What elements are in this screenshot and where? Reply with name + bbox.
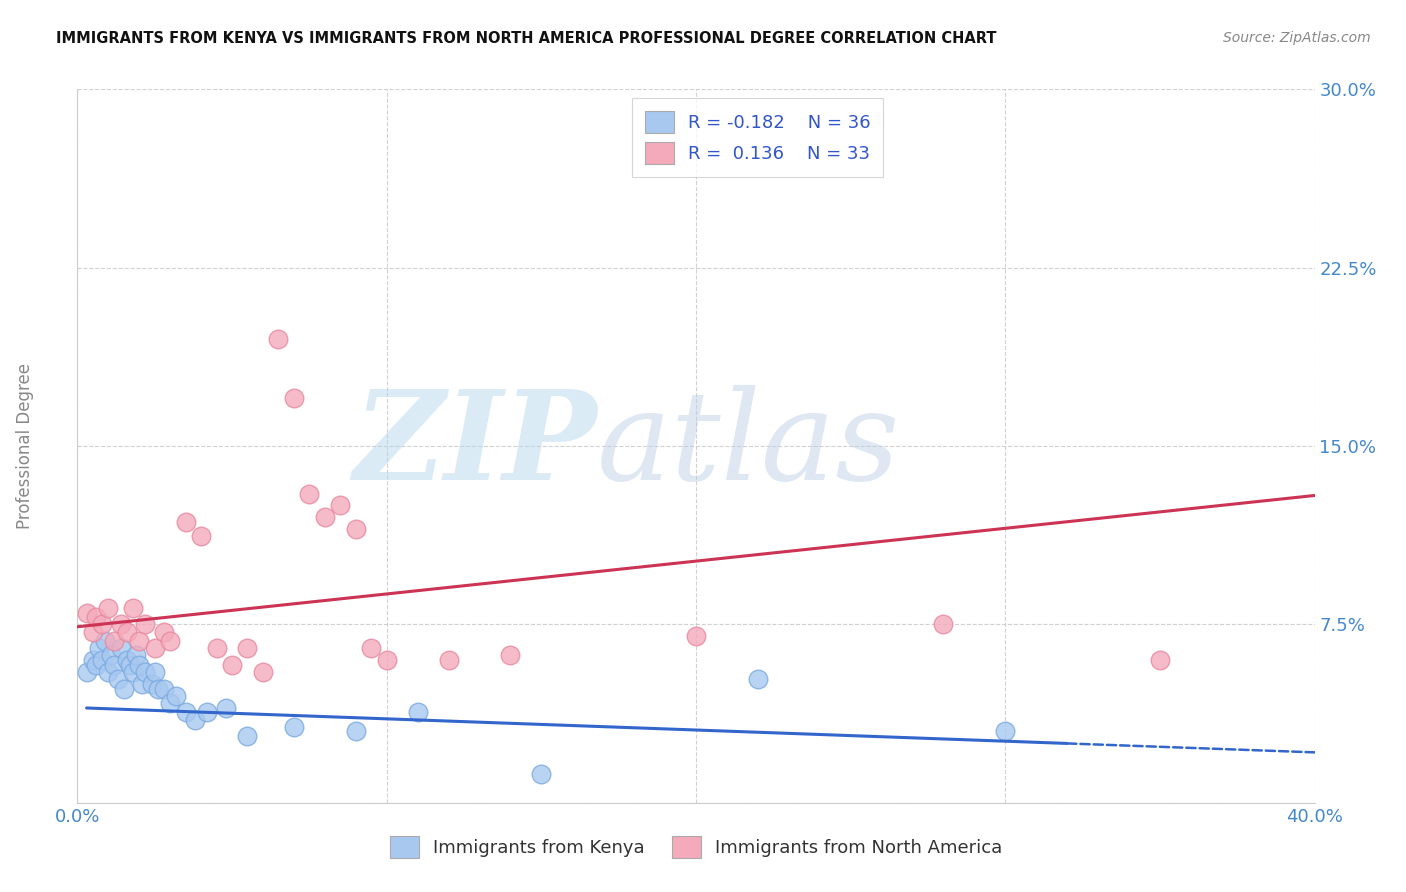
Point <box>283 720 305 734</box>
Point <box>685 629 707 643</box>
Point <box>146 681 169 696</box>
Point <box>110 617 132 632</box>
Point <box>122 665 145 679</box>
Point <box>128 657 150 672</box>
Point <box>174 706 197 720</box>
Point <box>406 706 429 720</box>
Point <box>91 653 114 667</box>
Point <box>134 665 156 679</box>
Point <box>112 681 135 696</box>
Point <box>134 617 156 632</box>
Point <box>115 653 138 667</box>
Point <box>125 648 148 663</box>
Point <box>195 706 218 720</box>
Point <box>103 634 125 648</box>
Point <box>932 617 955 632</box>
Point <box>159 696 181 710</box>
Point <box>267 332 290 346</box>
Point <box>205 641 228 656</box>
Point <box>344 724 367 739</box>
Point <box>143 665 166 679</box>
Point <box>110 641 132 656</box>
Point <box>143 641 166 656</box>
Point <box>91 617 114 632</box>
Point <box>360 641 382 656</box>
Point <box>314 510 336 524</box>
Point <box>252 665 274 679</box>
Point <box>76 606 98 620</box>
Point <box>153 624 176 639</box>
Point <box>221 657 243 672</box>
Point <box>118 657 141 672</box>
Point <box>298 486 321 500</box>
Point <box>499 648 522 663</box>
Point <box>76 665 98 679</box>
Legend: Immigrants from Kenya, Immigrants from North America: Immigrants from Kenya, Immigrants from N… <box>382 829 1010 865</box>
Text: atlas: atlas <box>598 385 900 507</box>
Point <box>215 700 238 714</box>
Point <box>103 657 125 672</box>
Point <box>97 665 120 679</box>
Point <box>128 634 150 648</box>
Point <box>131 677 153 691</box>
Point <box>97 600 120 615</box>
Text: IMMIGRANTS FROM KENYA VS IMMIGRANTS FROM NORTH AMERICA PROFESSIONAL DEGREE CORRE: IMMIGRANTS FROM KENYA VS IMMIGRANTS FROM… <box>56 31 997 46</box>
Point <box>174 515 197 529</box>
Point <box>115 624 138 639</box>
Point <box>107 672 129 686</box>
Point <box>994 724 1017 739</box>
Point <box>236 729 259 743</box>
Point <box>375 653 398 667</box>
Point <box>329 499 352 513</box>
Point <box>344 522 367 536</box>
Point <box>82 624 104 639</box>
Point <box>159 634 181 648</box>
Point <box>530 767 553 781</box>
Text: Source: ZipAtlas.com: Source: ZipAtlas.com <box>1223 31 1371 45</box>
Point <box>141 677 163 691</box>
Point <box>165 689 187 703</box>
Point <box>283 392 305 406</box>
Text: Professional Degree: Professional Degree <box>17 363 34 529</box>
Point <box>100 648 122 663</box>
Point <box>184 713 207 727</box>
Point <box>122 600 145 615</box>
Point <box>84 657 107 672</box>
Text: ZIP: ZIP <box>353 385 598 507</box>
Point <box>94 634 117 648</box>
Point <box>190 529 212 543</box>
Point <box>236 641 259 656</box>
Point <box>84 610 107 624</box>
Point <box>747 672 769 686</box>
Point <box>1149 653 1171 667</box>
Point <box>437 653 460 667</box>
Point <box>82 653 104 667</box>
Point <box>153 681 176 696</box>
Point <box>87 641 110 656</box>
